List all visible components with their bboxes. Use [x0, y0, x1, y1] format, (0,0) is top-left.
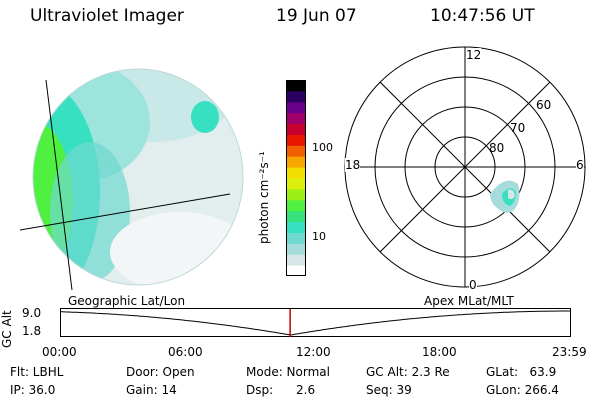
- colorbar-band: [286, 134, 306, 146]
- instrument-title: Ultraviolet Imager: [30, 6, 184, 26]
- status-gain: Gain: 14: [126, 383, 177, 397]
- mlt-label-0: 0: [469, 278, 477, 292]
- colorbar-band: [286, 90, 306, 103]
- colorbar-band: [286, 210, 306, 223]
- colorbar-tick-10: 10: [312, 230, 326, 243]
- timeline-ytick-top: 9.0: [22, 306, 42, 320]
- status-glon: GLon: 266.4: [486, 383, 559, 397]
- lat-label-80: 80: [489, 141, 505, 155]
- mlt-label-6: 6: [576, 158, 584, 172]
- colorbar-tick-100: 100: [312, 141, 333, 154]
- lat-label-60: 60: [536, 98, 552, 112]
- status-filter: Flt: LBHL: [10, 365, 64, 379]
- status-gc-alt: GC Alt: 2.3 Re: [366, 365, 450, 379]
- timeline-plot: [60, 308, 571, 337]
- image-time: 10:47:56 UT: [430, 6, 535, 26]
- colorbar-border: [286, 80, 306, 276]
- status-glat: GLat: 63.9: [486, 365, 557, 379]
- colorbar-band: [286, 167, 306, 179]
- polar-plot: [344, 46, 586, 288]
- colorbar-band: [286, 254, 306, 266]
- geographic-label: Geographic Lat/Lon: [68, 294, 186, 308]
- colorbar-unit-label: photon cm⁻²s⁻¹: [257, 151, 271, 244]
- timeline-ylabel: GC Alt: [0, 310, 14, 348]
- lat-label-70: 70: [510, 121, 526, 135]
- colorbar-band: [286, 265, 306, 277]
- status-ip: IP: 36.0: [10, 383, 56, 397]
- colorbar-scale: [286, 80, 306, 277]
- timeline-xtick-0600: 06:00: [168, 345, 203, 359]
- timeline-xtick-1200: 12:00: [296, 345, 331, 359]
- timeline-xtick-0000: 00:00: [42, 345, 77, 359]
- colorbar-band: [286, 112, 306, 125]
- status-seq: Seq: 39: [366, 383, 412, 397]
- timeline-xtick-1800: 18:00: [422, 345, 457, 359]
- mlt-label-18: 18: [345, 158, 361, 172]
- colorbar: [286, 80, 306, 277]
- colorbar-band: [286, 145, 306, 157]
- colorbar-band: [286, 199, 306, 212]
- colorbar-band: [286, 243, 306, 255]
- status-mode: Mode: Normal: [246, 365, 330, 379]
- colorbar-band: [286, 80, 306, 92]
- colorbar-band: [286, 123, 306, 135]
- status-dsp: Dsp: 2.6: [246, 383, 316, 397]
- status-door: Door: Open: [126, 365, 195, 379]
- colorbar-band: [286, 178, 306, 190]
- mlt-label-12: 12: [466, 48, 482, 62]
- geographic-image: [20, 68, 244, 291]
- apex-label: Apex MLat/MLT: [424, 294, 514, 308]
- colorbar-band: [286, 101, 306, 114]
- colorbar-band: [286, 221, 306, 233]
- colorbar-band: [286, 156, 306, 168]
- colorbar-band: [286, 188, 306, 201]
- image-date: 19 Jun 07: [276, 6, 357, 26]
- colorbar-band: [286, 232, 306, 244]
- timeline-xtick-2359: 23:59: [552, 345, 587, 359]
- timeline-ytick-bottom: 1.8: [22, 324, 42, 338]
